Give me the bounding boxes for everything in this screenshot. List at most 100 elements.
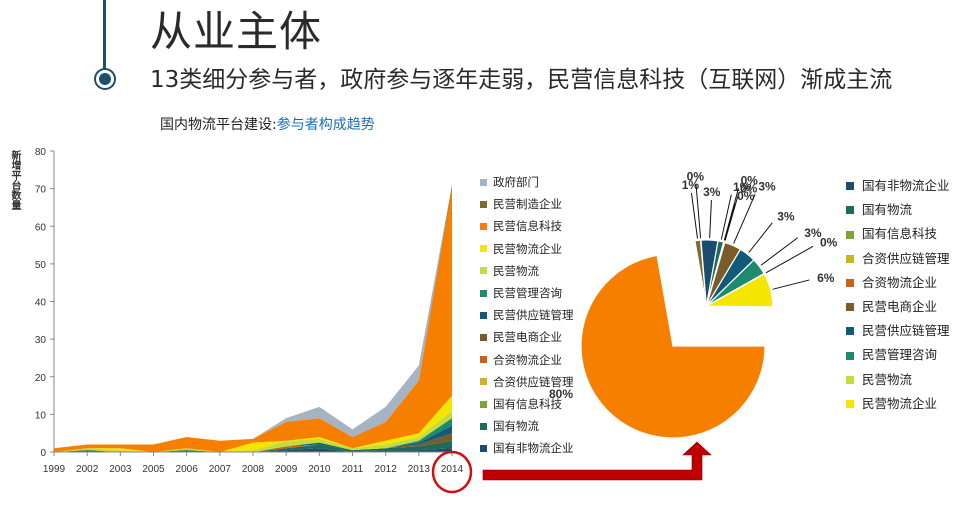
x-tick-label: 2003	[109, 464, 132, 475]
y-tick-label: 20	[35, 373, 47, 384]
x-tick-label: 2010	[308, 464, 331, 475]
area-legend-entry: 合资物流企业	[480, 349, 574, 371]
y-tick-label: 30	[35, 335, 47, 346]
pie-leader-line	[709, 200, 712, 239]
x-tick-label: 2006	[176, 464, 199, 475]
area-legend-swatch	[480, 289, 487, 297]
area-legend-label: 国有非物流企业	[493, 441, 574, 456]
pie-legend-swatch	[846, 182, 854, 191]
pie-legend-swatch	[846, 254, 854, 263]
timeline-line	[103, 0, 106, 75]
area-legend-swatch	[480, 311, 487, 319]
pie-data-label: 0%	[740, 182, 758, 196]
pie-legend-entry: 合资物流企业	[846, 271, 950, 295]
pie-legend-label: 民营电商企业	[862, 299, 938, 315]
area-legend-entry: 民营信息科技	[480, 215, 574, 237]
area-legend-label: 合资物流企业	[493, 352, 562, 367]
area-legend-label: 民营供应链管理	[493, 308, 574, 323]
pie-data-label: 3%	[804, 226, 822, 240]
area-legend-swatch	[480, 178, 487, 186]
y-tick-label: 10	[35, 410, 47, 421]
pie-leader-line	[765, 245, 814, 274]
area-legend-label: 政府部门	[493, 175, 539, 189]
area-legend-entry: 民营物流	[480, 260, 574, 282]
pie-legend-entry: 国有信息科技	[846, 222, 950, 246]
pie-legend-label: 民营管理咨询	[862, 347, 938, 363]
y-tick-label: 80	[35, 147, 47, 158]
pie-legend-swatch	[846, 375, 854, 384]
pie-legend-entry: 民营物流	[846, 368, 950, 392]
pie-data-label: 0%	[820, 235, 838, 249]
x-tick-label: 2013	[408, 464, 431, 475]
x-tick-label: 2007	[209, 464, 232, 475]
pie-legend-label: 国有信息科技	[862, 226, 938, 242]
x-tick-label: 2011	[342, 464, 364, 475]
area-legend-label: 民营信息科技	[493, 219, 562, 234]
area-legend-entry: 国有物流	[480, 415, 574, 437]
pie-data-label: 6%	[817, 271, 835, 285]
area-legend-swatch	[480, 334, 487, 342]
y-tick-label: 0	[40, 448, 46, 459]
pie-legend: 国有非物流企业国有物流国有信息科技 合资供应链管理 合资物流企业 民营电商企业 民营供应…	[846, 174, 950, 416]
area-legend-swatch	[480, 356, 487, 364]
y-tick-label: 50	[35, 260, 47, 271]
pie-data-label: 3%	[758, 180, 776, 194]
page-subtitle: 13类细分参与者，政府参与逐年走弱，民营信息科技（互联网）渐成主流	[150, 67, 893, 93]
area-legend-label: 国有物流	[493, 419, 539, 434]
pie-leader-line	[720, 194, 732, 240]
pie-slice-12	[704, 273, 774, 308]
arrow-to-pie	[482, 441, 712, 481]
pie-legend-label: 民营供应链管理	[862, 323, 950, 339]
pie-legend-label: 合资供应链管理	[862, 250, 950, 266]
area-legend-label: 民营物流企业	[493, 241, 562, 256]
pie-data-label: 0%	[741, 173, 759, 187]
pie-leader-line	[748, 222, 773, 253]
pie-legend-swatch	[846, 278, 854, 287]
area-legend-label: 民营电商企业	[493, 330, 562, 345]
pie-slice-0	[580, 254, 766, 439]
area-legend-label: 合资供应链管理	[493, 374, 574, 389]
area-legend-swatch	[480, 245, 487, 253]
area-legend-swatch	[480, 267, 487, 275]
y-tick-label: 70	[35, 185, 47, 196]
area-legend: 政府部门 民营制造企业 民营信息科技 民营物流企业 民营物流 民营管理咨询 民营供应链管理民…	[480, 171, 574, 460]
pie-legend-entry: 国有非物流企业	[846, 174, 950, 198]
timeline-dot	[96, 70, 114, 88]
area-legend-entry: 民营管理咨询	[480, 282, 574, 304]
y-tick-label: 60	[35, 222, 47, 233]
pie-legend-swatch	[846, 230, 854, 239]
x-tick-label: 2005	[142, 464, 165, 475]
area-legend-entry: 民营供应链管理	[480, 304, 574, 326]
pie-data-label: 80%	[549, 387, 573, 401]
pie-legend-label: 民营物流	[862, 371, 913, 387]
area-legend-entry: 民营电商企业	[480, 326, 574, 348]
pie-leader-line	[733, 193, 756, 244]
area-legend-swatch	[480, 422, 487, 430]
x-tick-label: 2002	[76, 464, 99, 475]
pie-legend-entry: 民营物流企业	[846, 392, 950, 416]
area-legend-label: 民营管理咨询	[493, 286, 562, 301]
pie-legend-entry: 民营供应链管理	[846, 319, 950, 343]
pie-legend-entry: 合资供应链管理	[846, 247, 950, 271]
pie-data-label: 0%	[687, 169, 705, 183]
area-legend-entry: 国有非物流企业	[480, 437, 574, 459]
pie-legend-swatch	[846, 399, 854, 408]
pie-legend-entry: 国有物流	[846, 198, 950, 222]
page-title: 从业主体	[150, 7, 323, 56]
area-legend-label: 民营物流	[493, 263, 539, 278]
area-legend-label: 国有信息科技	[493, 397, 562, 412]
y-tick-label: 40	[35, 298, 47, 309]
area-legend-swatch	[480, 200, 487, 208]
y-axis-label: 新增平台数量	[9, 150, 20, 210]
caption-prefix: 国内物流平台建设:	[160, 117, 277, 133]
area-legend-entry: 民营物流企业	[480, 238, 574, 260]
pie-legend-label: 合资物流企业	[862, 274, 938, 290]
pie-legend-swatch	[846, 327, 854, 336]
highlight-circle	[431, 450, 473, 494]
area-series-1	[54, 440, 452, 452]
pie-legend-entry: 民营管理咨询	[846, 343, 950, 367]
pie-legend-label: 国有非物流企业	[862, 178, 950, 193]
pie-leader-line	[690, 192, 698, 239]
pie-leader-line	[772, 279, 810, 290]
